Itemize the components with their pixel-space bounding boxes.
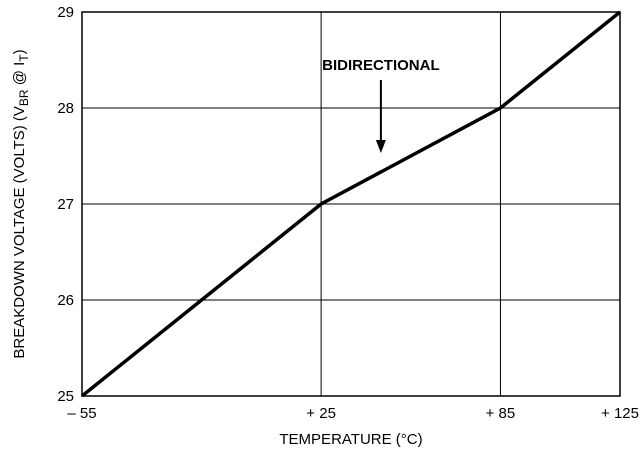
y-tick-label: 25 <box>57 388 74 405</box>
y-axis-label: BREAKDOWN VOLTAGE (VOLTS) (VBR @ IT) <box>11 49 31 358</box>
x-tick-label: + 125 <box>601 405 639 422</box>
x-tick-labels: – 55 + 25 + 85 + 125 <box>67 405 639 422</box>
x-tick-label: + 85 <box>486 405 516 422</box>
y-tick-label: 27 <box>57 196 74 213</box>
y-axis-label-prefix: BREAKDOWN VOLTAGE (VOLTS) (V <box>11 106 28 359</box>
plot-frame <box>81 11 621 397</box>
y-axis-label-sub2: T <box>17 54 31 62</box>
y-tick-label: 29 <box>57 4 74 21</box>
y-tick-label: 26 <box>57 292 74 309</box>
annotation-arrow-head <box>375 140 386 153</box>
y-axis-label-sub1: BR <box>17 89 31 106</box>
annotation-label: BIDIRECTIONAL <box>322 57 440 74</box>
x-tick-label: + 25 <box>306 405 336 422</box>
x-axis-label: TEMPERATURE (°C) <box>279 431 422 448</box>
y-axis-label-mid: @ I <box>11 62 28 90</box>
y-axis-label-suffix: ) <box>11 49 28 54</box>
y-tick-label: 28 <box>57 100 74 117</box>
x-tick-label: – 55 <box>67 405 96 422</box>
series-line-bidirectional <box>80 10 622 398</box>
y-tick-labels: 25 26 27 28 29 <box>57 4 74 405</box>
